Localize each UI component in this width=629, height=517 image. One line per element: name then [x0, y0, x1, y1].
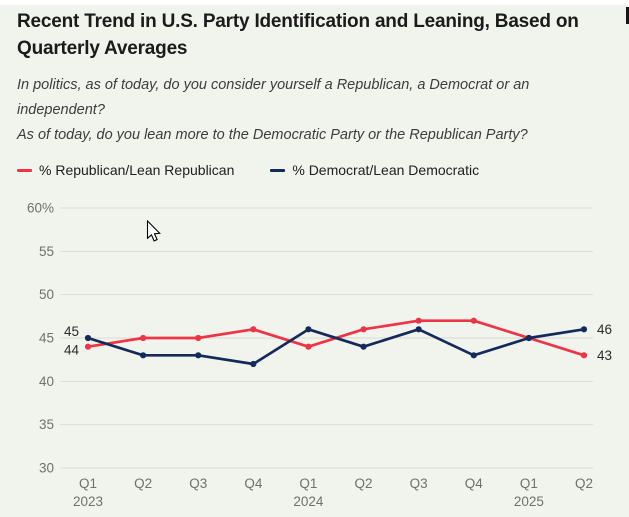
- x-year-label: 2024: [293, 494, 324, 509]
- legend-item-republican: % Republican/Lean Republican: [17, 162, 234, 178]
- chart-legend: % Republican/Lean Republican % Democrat/…: [17, 162, 479, 178]
- x-tick-label: Q4: [465, 476, 484, 491]
- data-point[interactable]: [195, 334, 202, 342]
- data-point[interactable]: [580, 326, 588, 333]
- data-point[interactable]: [305, 326, 312, 333]
- mouse-cursor-icon: [146, 220, 161, 242]
- data-point[interactable]: [360, 326, 367, 333]
- democrat-line-swatch: [270, 168, 286, 172]
- end-value-label: 46: [597, 322, 612, 337]
- top-white-strip: [0, 0, 629, 5]
- data-point[interactable]: [84, 343, 92, 350]
- end-value-label: 43: [597, 348, 612, 363]
- legend-label-democrat: % Democrat/Lean Democratic: [292, 162, 480, 178]
- republican-line-swatch: [17, 168, 32, 172]
- x-tick-label: Q3: [410, 476, 428, 491]
- screen-edge-artifact: [626, 7, 629, 24]
- survey-questions: In politics, as of today, do you conside…: [17, 73, 579, 148]
- x-tick-label: Q2: [355, 476, 373, 491]
- legend-label-republican: % Republican/Lean Republican: [39, 162, 235, 178]
- legend-item-democrat: % Democrat/Lean Democratic: [270, 162, 479, 178]
- y-tick-label: 60%: [27, 201, 54, 216]
- question-party-id: In politics, as of today, do you conside…: [17, 77, 530, 118]
- chart-title-line-1: Recent Trend in U.S. Party Identificatio…: [17, 11, 579, 32]
- x-tick-label: Q2: [134, 476, 152, 491]
- x-tick-label: Q1: [299, 476, 317, 491]
- x-tick-label: Q3: [189, 476, 207, 491]
- start-value-label: 45: [64, 324, 79, 339]
- data-point[interactable]: [250, 326, 257, 333]
- x-year-label: 2025: [514, 494, 544, 509]
- x-tick-label: Q4: [244, 476, 263, 491]
- x-year-label: 2023: [73, 494, 103, 509]
- data-point[interactable]: [305, 343, 312, 350]
- x-tick-label: Q1: [79, 476, 97, 491]
- data-point[interactable]: [360, 343, 367, 350]
- chart-title: Recent Trend in U.S. Party Identificatio…: [17, 8, 623, 62]
- data-point[interactable]: [195, 352, 202, 359]
- start-value-label: 44: [64, 343, 80, 358]
- y-tick-label: 40: [39, 374, 54, 389]
- data-point[interactable]: [470, 317, 477, 324]
- data-point[interactable]: [580, 352, 588, 359]
- data-point[interactable]: [415, 317, 422, 324]
- data-point[interactable]: [84, 334, 92, 342]
- question-lean: As of today, do you lean more to the Dem…: [17, 127, 528, 143]
- party-identification-trend-chart[interactable]: 30 35 40 45 50 55 60% Q1 Q2 Q3 Q4 Q1 Q2 Q3 Q4 Q1 Q2 2023 2…: [0, 190, 629, 517]
- data-point[interactable]: [140, 334, 147, 342]
- data-point[interactable]: [470, 352, 477, 359]
- data-point[interactable]: [140, 352, 147, 359]
- y-tick-label: 30: [39, 461, 54, 476]
- data-point[interactable]: [525, 334, 532, 342]
- y-tick-label: 55: [39, 244, 54, 259]
- x-tick-label: Q2: [575, 476, 593, 491]
- chart-title-line-2: Quarterly Averages: [17, 38, 188, 59]
- data-point[interactable]: [250, 360, 257, 368]
- y-tick-label: 50: [39, 287, 54, 302]
- data-point[interactable]: [415, 326, 422, 333]
- y-tick-label: 45: [39, 331, 54, 346]
- x-tick-label: Q1: [520, 476, 538, 491]
- y-tick-label: 35: [39, 417, 54, 432]
- series-line: [87, 327, 585, 366]
